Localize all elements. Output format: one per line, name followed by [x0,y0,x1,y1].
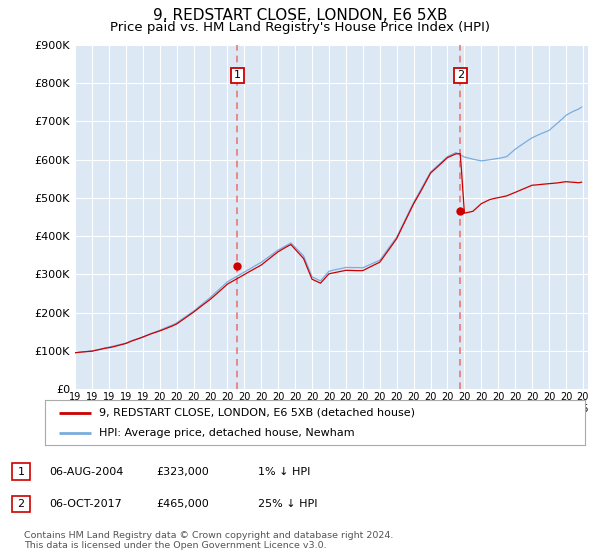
Text: Contains HM Land Registry data © Crown copyright and database right 2024.
This d: Contains HM Land Registry data © Crown c… [24,531,394,550]
Text: Price paid vs. HM Land Registry's House Price Index (HPI): Price paid vs. HM Land Registry's House … [110,21,490,34]
Text: 2: 2 [17,499,25,509]
Text: 1: 1 [17,466,25,477]
Text: £323,000: £323,000 [156,466,209,477]
Text: £465,000: £465,000 [156,499,209,509]
Text: 1% ↓ HPI: 1% ↓ HPI [258,466,310,477]
Text: 1: 1 [234,71,241,81]
Text: 06-AUG-2004: 06-AUG-2004 [49,466,124,477]
Text: 9, REDSTART CLOSE, LONDON, E6 5XB (detached house): 9, REDSTART CLOSE, LONDON, E6 5XB (detac… [99,408,415,418]
Text: HPI: Average price, detached house, Newham: HPI: Average price, detached house, Newh… [99,428,355,438]
Text: 2: 2 [457,71,464,81]
Text: 9, REDSTART CLOSE, LONDON, E6 5XB: 9, REDSTART CLOSE, LONDON, E6 5XB [153,8,447,24]
Text: 25% ↓ HPI: 25% ↓ HPI [258,499,317,509]
Text: 06-OCT-2017: 06-OCT-2017 [49,499,122,509]
